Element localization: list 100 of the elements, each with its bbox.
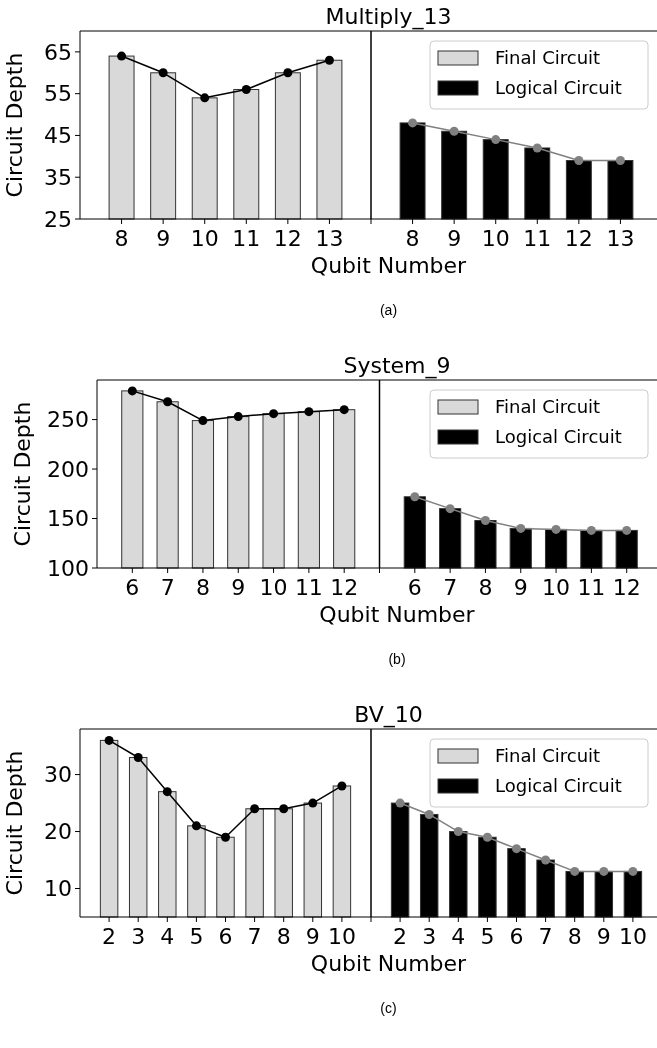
chart-title: Multiply_13 bbox=[325, 4, 452, 30]
point bbox=[480, 516, 490, 526]
x-tick-label: 6 bbox=[125, 575, 140, 600]
y-tick-label: 35 bbox=[44, 164, 72, 190]
x-tick-label: 8 bbox=[478, 575, 493, 600]
point bbox=[541, 855, 551, 865]
x-tick-label: 4 bbox=[160, 924, 175, 949]
point bbox=[339, 405, 349, 415]
point bbox=[599, 866, 609, 876]
y-tick-label: 150 bbox=[47, 506, 89, 532]
x-tick-label: 8 bbox=[195, 575, 210, 600]
point bbox=[337, 781, 347, 791]
x-tick-label: 9 bbox=[231, 575, 246, 600]
x-tick-label: 10 bbox=[618, 924, 647, 949]
point bbox=[158, 68, 168, 78]
x-tick-label: 10 bbox=[259, 575, 288, 600]
x-tick-label: 6 bbox=[509, 924, 524, 949]
x-tick-label: 9 bbox=[156, 226, 171, 251]
x-tick-label: 11 bbox=[232, 226, 261, 251]
y-tick-label: 45 bbox=[44, 123, 72, 149]
x-tick-label: 8 bbox=[114, 226, 129, 251]
point bbox=[163, 397, 173, 407]
point bbox=[408, 118, 418, 128]
x-tick-label: 7 bbox=[443, 575, 458, 600]
x-tick-label: 11 bbox=[577, 575, 606, 600]
x-tick-label: 10 bbox=[481, 226, 510, 251]
x-axis-title: Qubit Number bbox=[319, 602, 476, 627]
x-tick-label: 2 bbox=[393, 924, 408, 949]
point bbox=[516, 523, 526, 533]
x-tick-label: 6 bbox=[407, 575, 422, 600]
chart-title: BV_10 bbox=[354, 702, 423, 728]
x-tick-label: 8 bbox=[405, 226, 420, 251]
point bbox=[410, 492, 420, 502]
point bbox=[574, 156, 584, 166]
y-tick-label: 25 bbox=[44, 206, 72, 232]
point bbox=[250, 804, 260, 814]
point bbox=[532, 143, 542, 153]
x-tick-label: 10 bbox=[542, 575, 571, 600]
legend-label: Logical Circuit bbox=[495, 775, 622, 797]
point bbox=[491, 135, 501, 145]
text: (b) bbox=[388, 651, 406, 667]
point bbox=[453, 827, 463, 837]
x-tick-label: 4 bbox=[451, 924, 466, 949]
x-tick-label: 11 bbox=[523, 226, 552, 251]
x-tick-label: 13 bbox=[315, 226, 344, 251]
x-tick-label: 9 bbox=[305, 924, 320, 949]
point bbox=[628, 866, 638, 876]
point bbox=[615, 156, 625, 166]
x-tick-label: 9 bbox=[596, 924, 611, 949]
x-tick-label: 12 bbox=[330, 575, 359, 600]
chart-title: System_9 bbox=[343, 353, 451, 379]
point bbox=[395, 798, 405, 808]
point bbox=[241, 84, 251, 94]
x-tick-label: 9 bbox=[513, 575, 528, 600]
point bbox=[133, 752, 143, 762]
y-tick-label: 250 bbox=[47, 407, 89, 433]
x-tick-label: 10 bbox=[327, 924, 356, 949]
x-tick-label: 11 bbox=[294, 575, 323, 600]
point bbox=[279, 804, 289, 814]
x-tick-label: 9 bbox=[447, 226, 462, 251]
x-tick-label: 10 bbox=[190, 226, 219, 251]
point bbox=[622, 525, 632, 535]
point bbox=[482, 832, 492, 842]
point bbox=[570, 866, 580, 876]
y-tick-label: 20 bbox=[44, 819, 72, 845]
x-tick-label: 5 bbox=[480, 924, 495, 949]
legend-label: Logical Circuit bbox=[495, 77, 622, 99]
point bbox=[449, 126, 459, 136]
y-axis-title: Circuit Depth bbox=[2, 750, 27, 896]
point bbox=[283, 68, 293, 78]
x-tick-label: 3 bbox=[131, 924, 146, 949]
y-axis-title: Circuit Depth bbox=[10, 401, 35, 547]
point bbox=[221, 832, 230, 842]
text: (a) bbox=[379, 302, 398, 318]
point bbox=[127, 386, 137, 396]
x-tick-label: 7 bbox=[247, 924, 262, 949]
y-tick-label: 200 bbox=[47, 456, 89, 482]
point bbox=[233, 412, 243, 422]
y-tick-label: 10 bbox=[44, 876, 72, 902]
legend-label: Final Circuit bbox=[495, 745, 601, 767]
x-tick-label: 8 bbox=[276, 924, 291, 949]
x-tick-label: 6 bbox=[218, 924, 233, 949]
point bbox=[512, 844, 521, 854]
point bbox=[198, 416, 208, 426]
y-tick-label: 30 bbox=[44, 762, 72, 788]
x-tick-label: 5 bbox=[189, 924, 204, 949]
point bbox=[191, 821, 201, 831]
x-tick-label: 12 bbox=[564, 226, 593, 251]
x-tick-label: 12 bbox=[273, 226, 302, 251]
point bbox=[551, 524, 561, 534]
legend-label: Logical Circuit bbox=[495, 426, 622, 448]
point bbox=[162, 787, 172, 797]
y-tick-label: 55 bbox=[44, 81, 72, 107]
point bbox=[269, 409, 279, 419]
legend-label: Final Circuit bbox=[495, 47, 601, 69]
point bbox=[586, 525, 596, 535]
y-axis-title: Circuit Depth bbox=[2, 52, 27, 198]
point bbox=[104, 735, 114, 745]
point bbox=[324, 55, 334, 65]
x-tick-label: 8 bbox=[567, 924, 582, 949]
